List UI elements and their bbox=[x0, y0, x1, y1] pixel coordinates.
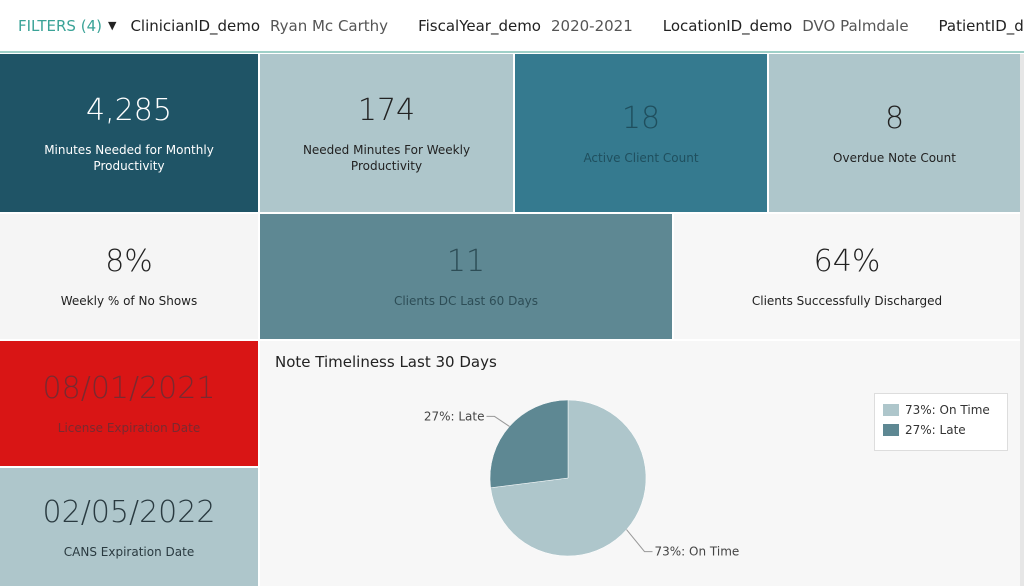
chart-legend: 73%: On Time 27%: Late bbox=[874, 393, 1008, 451]
kpi-value: 18 bbox=[621, 100, 661, 136]
kpi-tile[interactable]: 8% Weekly % of No Shows bbox=[0, 214, 258, 339]
filter-key[interactable]: PatientID_demo bbox=[938, 16, 1024, 35]
legend-item[interactable]: 73%: On Time bbox=[883, 403, 999, 417]
pie-slice-late[interactable] bbox=[489, 399, 569, 489]
filters-count: (4) bbox=[80, 16, 102, 35]
legend-label: 27%: Late bbox=[905, 423, 966, 437]
kpi-value: 174 bbox=[357, 92, 416, 128]
chart-title: Note Timeliness Last 30 Days bbox=[275, 353, 497, 371]
pie-chart: 73%: On Time 27%: Late bbox=[424, 399, 740, 559]
filter-key[interactable]: LocationID_demo bbox=[662, 16, 793, 35]
data-label: 73%: On Time bbox=[655, 545, 740, 559]
kpi-label: License Expiration Date bbox=[57, 421, 201, 435]
filter-value[interactable]: 2020-2021 bbox=[551, 16, 633, 35]
kpi-tile[interactable]: 02/05/2022 CANS Expiration Date bbox=[0, 468, 258, 586]
kpi-label: Clients Successfully Discharged bbox=[751, 294, 943, 308]
kpi-label: CANS Expiration Date bbox=[63, 544, 195, 559]
kpi-tile[interactable]: 11 Clients DC Last 60 Days bbox=[260, 214, 672, 339]
kpi-tile[interactable]: 4,285 Minutes Needed for Monthly Producti… bbox=[0, 54, 258, 212]
scrollbar[interactable] bbox=[1020, 54, 1024, 586]
pie-slice-on-time[interactable] bbox=[490, 399, 647, 557]
legend-swatch bbox=[883, 404, 899, 416]
kpi-value: 08/01/2021 bbox=[42, 371, 216, 406]
kpi-tile[interactable]: 174 Needed Minutes For Weekly Productivit… bbox=[260, 54, 513, 212]
note-timeliness-chart: Note Timeliness Last 30 Days 73%: On Tim… bbox=[260, 341, 1020, 586]
kpi-value: 02/05/2022 bbox=[42, 494, 216, 530]
kpi-label: Needed Minutes For Weekly Productivity bbox=[302, 142, 471, 173]
legend-item[interactable]: 27%: Late bbox=[883, 423, 999, 437]
legend-label: 73%: On Time bbox=[905, 403, 990, 417]
filters-label: FILTERS bbox=[18, 16, 76, 35]
caret-down-icon[interactable]: ▼ bbox=[107, 19, 117, 32]
kpi-value: 8% bbox=[105, 244, 153, 279]
kpi-label: Active Client Count bbox=[583, 150, 699, 165]
legend-swatch bbox=[883, 424, 899, 436]
kpi-label: Weekly % of No Shows bbox=[60, 294, 198, 308]
kpi-label: Overdue Note Count bbox=[833, 150, 956, 165]
kpi-value: 11 bbox=[446, 244, 486, 279]
leader-line bbox=[626, 529, 653, 553]
kpi-label: Minutes Needed for Monthly Productivity bbox=[44, 142, 214, 173]
kpi-tile[interactable]: 18 Active Client Count bbox=[515, 54, 767, 212]
kpi-tile[interactable]: 8 Overdue Note Count bbox=[769, 54, 1020, 212]
filter-value[interactable]: DVO Palmdale bbox=[802, 16, 909, 35]
filter-key[interactable]: ClinicianID_demo bbox=[130, 16, 261, 35]
filter-bar: FILTERS (4) ▼ ClinicianID_demo Ryan Mc Ca… bbox=[0, 0, 1024, 53]
kpi-label: Clients DC Last 60 Days bbox=[393, 294, 539, 308]
data-label: 27%: Late bbox=[424, 409, 485, 423]
kpi-tile[interactable]: 08/01/2021 License Expiration Date bbox=[0, 341, 258, 466]
leader-line bbox=[486, 415, 510, 427]
kpi-value: 64% bbox=[813, 244, 881, 279]
filter-value[interactable]: Ryan Mc Carthy bbox=[270, 16, 389, 35]
filter-key[interactable]: FiscalYear_demo bbox=[418, 16, 541, 35]
kpi-tile[interactable]: 64% Clients Successfully Discharged bbox=[674, 214, 1020, 339]
kpi-value: 4,285 bbox=[86, 92, 172, 128]
filters-button[interactable]: FILTERS (4) bbox=[18, 17, 102, 35]
kpi-value: 8 bbox=[884, 100, 905, 136]
